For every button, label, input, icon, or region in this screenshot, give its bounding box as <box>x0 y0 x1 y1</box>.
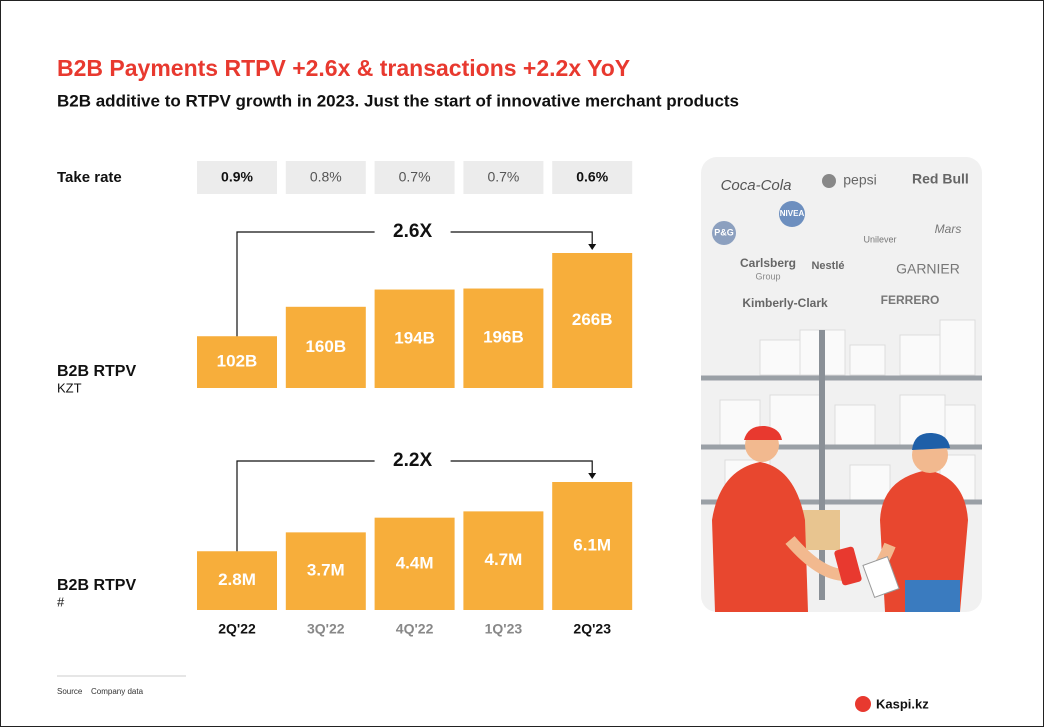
brand-logo: Nestlé <box>811 260 844 272</box>
bar-value-label: 2.8M <box>218 570 256 589</box>
brand-logo: Coca-Cola <box>721 177 792 194</box>
title: B2B Payments RTPV +2.6x & transactions +… <box>57 55 630 81</box>
growth-bracket <box>236 231 593 337</box>
brand-logos: Coca-Cola pepsi Red Bull NIVEA P&G Unilever Ma… <box>712 171 969 310</box>
x-tick-label: 1Q'23 <box>485 621 523 637</box>
brand-logo: NIVEA <box>780 209 805 218</box>
chart-unit: KZT <box>57 380 82 395</box>
bar <box>285 532 366 610</box>
brand-logo: P&G <box>714 227 734 237</box>
bar <box>374 517 455 610</box>
brand-logo: Kimberly-Clark <box>742 296 828 310</box>
brand-logo: GARNIER <box>896 261 960 277</box>
growth-label: 2.2X <box>393 450 432 471</box>
logo-badge <box>822 174 836 188</box>
bar <box>463 288 544 388</box>
bar-value-label: 194B <box>394 328 435 347</box>
bar <box>552 482 633 610</box>
take-rate-value: 0.8% <box>310 169 342 185</box>
bar <box>463 511 544 610</box>
growth-bracket <box>236 460 593 552</box>
take-rate-value: 0.6% <box>576 169 608 185</box>
take-rate-cell <box>552 161 633 194</box>
bar-value-label: 6.1M <box>573 535 611 554</box>
brand-logo: FERRERO <box>881 293 940 307</box>
brand-logo: Carlsberg <box>740 256 796 270</box>
bar <box>197 336 277 388</box>
take-rate-value: 0.7% <box>399 169 431 185</box>
kaspi-logo <box>855 696 871 712</box>
bar-value-label: 3.7M <box>307 561 345 580</box>
take-rate-value: 0.9% <box>221 169 253 185</box>
x-tick-label: 2Q'23 <box>573 621 611 637</box>
growth-label: 2.6X <box>393 221 432 242</box>
bar-value-label: 102B <box>217 352 258 371</box>
take-rate-cell <box>285 161 366 194</box>
chart-unit: # <box>57 594 65 609</box>
bar-value-label: 196B <box>483 328 524 347</box>
source-text: Company data <box>91 687 144 696</box>
chart-label: B2B RTPV <box>57 577 136 594</box>
bar-value-label: 4.7M <box>485 550 523 569</box>
bar <box>285 306 366 388</box>
bar-value-label: 160B <box>305 337 346 356</box>
take-rate-cell <box>463 161 544 194</box>
subtitle: B2B additive to RTPV growth in 2023. Jus… <box>57 91 739 110</box>
bar <box>552 253 633 388</box>
take-rate-cell <box>374 161 455 194</box>
x-tick-label: 4Q'22 <box>396 621 434 637</box>
logo-badge <box>712 221 736 245</box>
brand-logo: pepsi <box>843 172 876 188</box>
x-tick-label: 3Q'22 <box>307 621 345 637</box>
x-tick-label: 2Q'22 <box>218 621 256 637</box>
bar-value-label: 266B <box>572 310 613 329</box>
take-rate-cell <box>197 161 277 194</box>
brand-logo: Group <box>755 271 780 281</box>
kaspi-brand: Kaspi.kz <box>876 696 929 711</box>
take-rate-value: 0.7% <box>487 169 519 185</box>
brand-logo: Red Bull <box>912 171 969 187</box>
growth-arrowhead <box>588 244 597 250</box>
bar <box>374 289 455 388</box>
growth-arrowhead <box>588 473 597 479</box>
take-rate-label: Take rate <box>57 169 122 186</box>
bar-value-label: 4.4M <box>396 553 434 572</box>
illustration <box>701 157 982 612</box>
bar <box>197 551 277 610</box>
brand-logo: Unilever <box>863 234 896 244</box>
chart-label: B2B RTPV <box>57 363 136 380</box>
brand-logo: Mars <box>935 222 962 236</box>
logo-badge <box>779 201 805 227</box>
source-label: Source <box>57 687 83 696</box>
